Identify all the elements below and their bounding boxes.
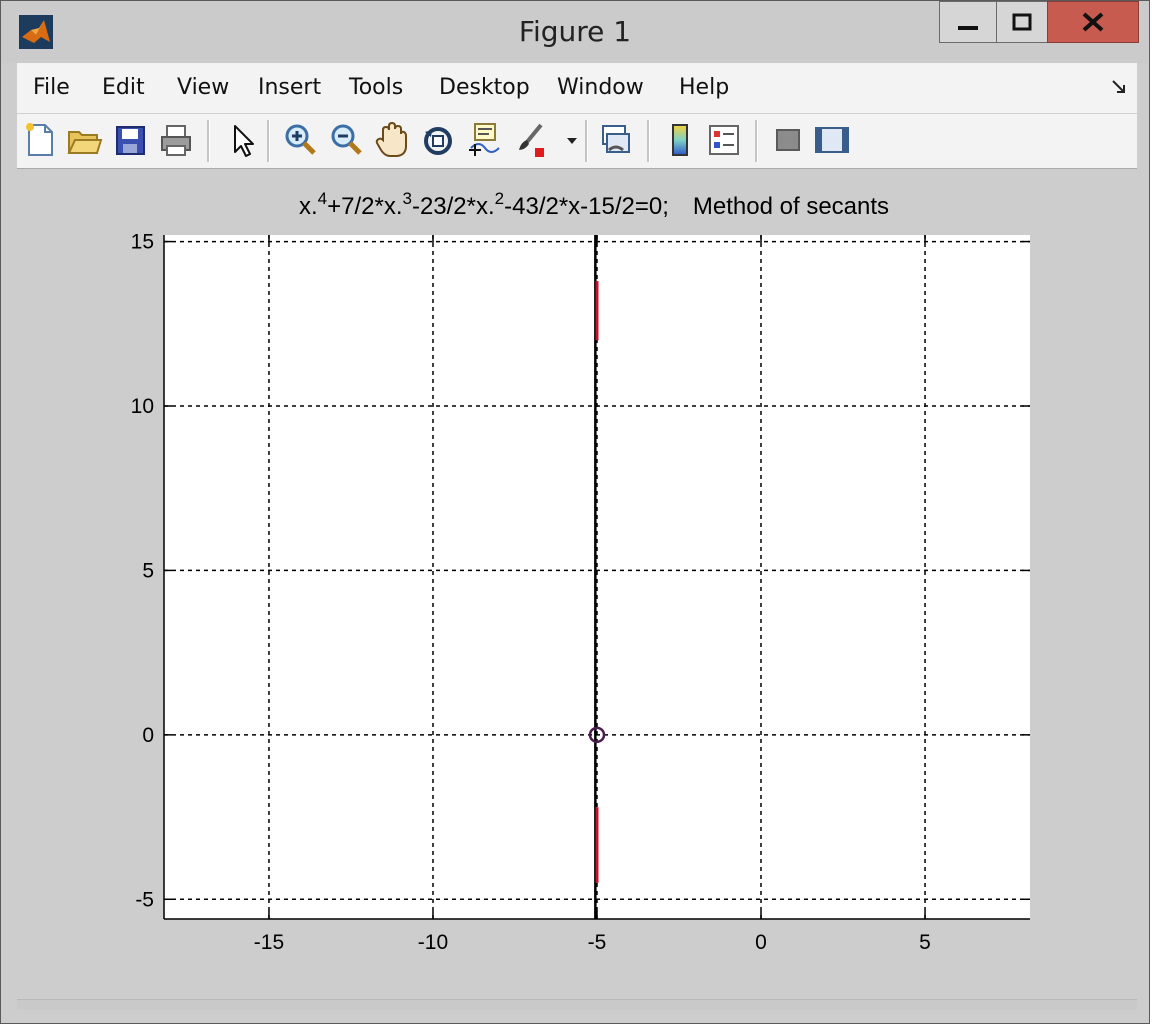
brush-dropdown-icon <box>567 138 577 144</box>
insert-legend-icon <box>709 125 739 155</box>
menu-window[interactable]: Window <box>557 75 644 100</box>
save-icon <box>116 126 145 155</box>
zoom-out-button[interactable] <box>327 120 365 160</box>
edit-plot-arrow-icon <box>234 125 254 157</box>
x-tick-label: -10 <box>418 931 448 954</box>
open-file-button[interactable] <box>65 120 103 160</box>
x-tick-label: -15 <box>254 931 284 954</box>
menu-tools[interactable]: Tools <box>349 75 404 100</box>
save-button[interactable] <box>111 120 149 160</box>
y-axis-ticks: -5 0 5 10 15 <box>131 231 1030 911</box>
pan-hand-icon <box>375 121 407 157</box>
pan-button[interactable] <box>373 120 411 160</box>
y-tick-label: 15 <box>131 231 154 254</box>
menu-file[interactable]: File <box>33 75 70 100</box>
show-plot-tools-icon <box>815 127 849 153</box>
title-bar[interactable]: Figure 1 <box>1 1 1149 63</box>
x-tick-label: 5 <box>919 931 931 954</box>
minimize-icon <box>958 26 978 30</box>
open-file-icon <box>67 131 103 154</box>
grid-lines <box>164 235 1030 919</box>
print-icon <box>161 125 191 156</box>
print-button[interactable] <box>157 120 195 160</box>
figure-toolbar <box>17 114 1137 169</box>
brush-icon <box>519 123 544 157</box>
link-plot-icon <box>602 125 630 153</box>
insert-colorbar-button[interactable] <box>661 120 699 160</box>
figure-canvas[interactable]: x.4+7/2*x.3-23/2*x.2-43/2*x-15/2=0; Metho… <box>17 169 1137 999</box>
insert-legend-button[interactable] <box>705 120 743 160</box>
data-cursor-icon <box>469 123 500 156</box>
x-tick-label: -5 <box>588 931 607 954</box>
new-figure-button[interactable] <box>21 120 59 160</box>
zoom-in-button[interactable] <box>281 120 319 160</box>
close-icon <box>1082 12 1104 32</box>
hide-plot-tools-icon <box>776 129 800 151</box>
maximize-icon <box>1012 13 1032 31</box>
data-cursor-button[interactable] <box>465 120 503 160</box>
plot-markers <box>588 726 606 744</box>
show-plot-tools-button[interactable] <box>813 120 851 160</box>
zoom-in-icon <box>285 124 316 155</box>
matlab-logo-icon <box>19 15 53 49</box>
root-marker <box>588 726 606 744</box>
x-axis-ticks: -15 -10 -5 0 5 <box>254 235 931 954</box>
menu-insert[interactable]: Insert <box>258 75 322 100</box>
menu-view[interactable]: View <box>177 75 230 100</box>
rotate-3d-button[interactable] <box>419 120 457 160</box>
y-tick-label: -5 <box>135 888 154 911</box>
close-button[interactable] <box>1047 1 1139 43</box>
dock-arrow-icon[interactable] <box>1111 79 1127 95</box>
window-title: Figure 1 <box>518 15 632 48</box>
y-tick-label: 5 <box>142 559 154 582</box>
plot-series <box>594 235 599 919</box>
menu-desktop[interactable]: Desktop <box>439 75 530 100</box>
secant-method-plot: x.4+7/2*x.3-23/2*x.2-43/2*x-15/2=0; Metho… <box>131 189 1030 954</box>
rotate-3d-icon <box>424 127 452 155</box>
zoom-out-icon <box>331 124 362 155</box>
y-tick-label: 10 <box>131 395 154 418</box>
menu-edit[interactable]: Edit <box>102 75 145 100</box>
insert-colorbar-icon <box>672 124 688 156</box>
chart-title: x.4+7/2*x.3-23/2*x.2-43/2*x-15/2=0; Metho… <box>299 189 889 220</box>
maximize-button[interactable] <box>996 1 1048 43</box>
new-figure-icon <box>26 123 53 156</box>
x-tick-label: 0 <box>755 931 767 954</box>
brush-dropdown-button[interactable] <box>553 120 577 160</box>
y-tick-label: 0 <box>142 724 154 747</box>
hide-plot-tools-button[interactable] <box>769 120 807 160</box>
menu-bar: File Edit View Insert Tools Desktop Wind… <box>17 63 1137 114</box>
window-bottom-edge <box>17 999 1137 1010</box>
link-plot-button[interactable] <box>597 120 635 160</box>
brush-button[interactable] <box>511 120 549 160</box>
menu-help[interactable]: Help <box>679 75 730 100</box>
edit-plot-button[interactable] <box>223 120 261 160</box>
minimize-button[interactable] <box>939 1 997 43</box>
